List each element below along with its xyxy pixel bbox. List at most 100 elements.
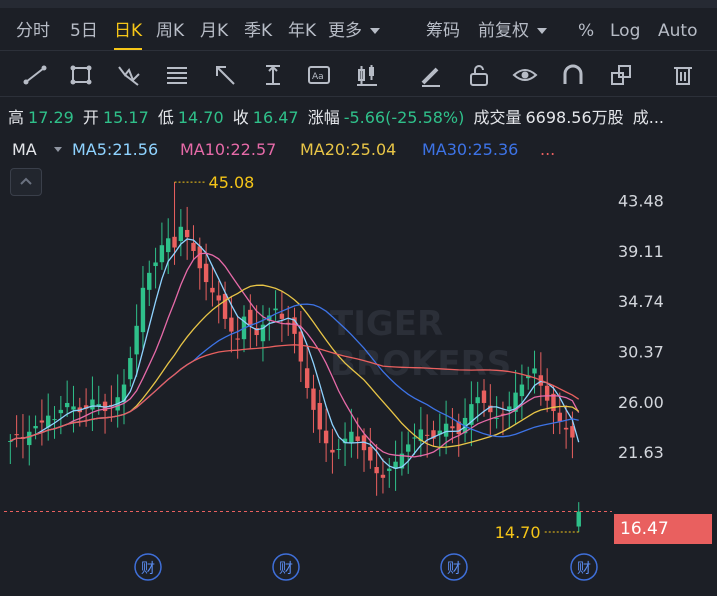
parallel-lines-icon[interactable] [164,62,190,88]
pencil-icon[interactable] [418,62,444,88]
candle-body [456,421,461,435]
candle-body [450,426,455,429]
adjust-dropdown[interactable]: 前复权 [478,20,547,42]
low-value: 14.70 [177,108,224,127]
candle-body [393,461,398,469]
candle-body [222,293,228,319]
candle-body [210,287,215,293]
magnet-icon[interactable] [560,62,586,88]
earnings-marker [134,553,162,581]
chevron-up-icon [20,177,32,185]
tab-5day[interactable]: 5日 [70,21,98,41]
watermark-line-2: BROKERS [330,344,511,384]
open-label: 开 [82,108,99,127]
ma60-line [10,344,580,442]
svg-text:Aa: Aa [312,72,324,82]
candle-body [52,419,57,421]
candle-body [197,246,202,269]
candle-body [443,423,449,437]
high-value: 17.29 [28,108,74,127]
candle-body [544,385,550,401]
tab-monthly-k[interactable]: 月K [200,21,229,41]
chevron-down-icon [537,28,547,34]
auto-toggle[interactable]: Auto [658,21,698,41]
candle-body [267,315,272,321]
candle-body [235,338,240,340]
last-price-badge: 16.47 [614,514,712,544]
log-toggle[interactable]: Log [610,21,641,41]
text-icon[interactable]: Aa [306,62,332,88]
fork-icon[interactable] [116,62,142,88]
candle-body [178,226,184,242]
chips-button[interactable]: 筹码 [426,21,460,41]
tab-daily-k[interactable]: 日K [114,21,143,50]
trend-line-icon[interactable] [22,62,48,88]
collapse-button[interactable] [10,168,42,196]
rectangle-icon[interactable] [68,62,94,88]
candle-body [304,368,310,388]
tab-intraday[interactable]: 分时 [16,21,50,41]
lock-icon[interactable] [466,62,492,88]
ma-selector[interactable]: MA [12,140,37,159]
percent-toggle[interactable]: % [578,21,595,41]
candle-body [323,430,329,444]
eye-icon[interactable] [512,62,538,88]
candle-draw-icon[interactable] [354,62,380,88]
tab-yearly-k[interactable]: 年K [288,21,317,41]
chevron-down-icon [370,28,380,34]
candle-body [298,331,304,362]
candle-body [563,427,569,430]
candle-body [203,263,209,283]
candle-body [121,384,127,403]
candle-body [216,295,221,301]
candle-body [191,242,196,251]
tab-quarterly-k[interactable]: 季K [244,21,273,41]
candle-body [39,420,45,423]
tab-weekly-k[interactable]: 周K [156,21,185,41]
candle-body [172,236,177,248]
tab-more-label: 更多 [328,21,362,41]
candle-body [254,328,259,336]
ma20-value: MA20:25.04 [300,140,397,159]
earnings-marker-label: 财 [447,561,461,577]
candle-body [475,397,480,404]
measure-icon[interactable] [260,62,286,88]
candle-body [102,401,108,412]
candle-body [494,417,499,419]
candle-body [166,238,171,253]
window-top-strip [0,0,717,8]
candle-body [71,406,76,410]
candle-body [248,309,253,326]
ma5-line [10,238,580,470]
candle-body [355,436,360,441]
chevron-down-icon[interactable] [54,147,62,152]
earnings-marker-label: 财 [279,561,293,577]
candlestick-chart[interactable]: TIGER BROKERS 43.48 39.11 34.74 30.37 26.00 21.… [0,160,717,596]
candle-body [437,430,442,435]
candle-body [342,438,348,444]
low-marker-label: 14.70 [495,523,541,542]
candle-body [330,449,335,453]
volume-label: 成交量 [473,108,522,127]
volume-value: 6698.56万股 [525,108,624,127]
tab-more-dropdown[interactable]: 更多 [328,20,380,42]
earnings-marker [440,553,468,581]
candle-body [488,405,493,413]
layers-icon[interactable] [608,62,634,88]
trash-icon[interactable] [670,62,696,88]
close-label: 收 [232,108,249,127]
candle-body [317,402,322,430]
candle-body [153,262,158,267]
candle-body [424,434,430,436]
arrow-icon[interactable] [212,62,238,88]
candle-body [58,409,64,414]
candle-body [273,308,278,311]
candle-body [412,437,417,439]
high-label: 高 [8,108,25,127]
open-value: 15.17 [102,108,149,127]
earnings-marker-label: 财 [577,561,591,577]
candle-body [311,388,316,410]
earnings-marker [272,553,300,581]
candle-body [431,430,436,439]
